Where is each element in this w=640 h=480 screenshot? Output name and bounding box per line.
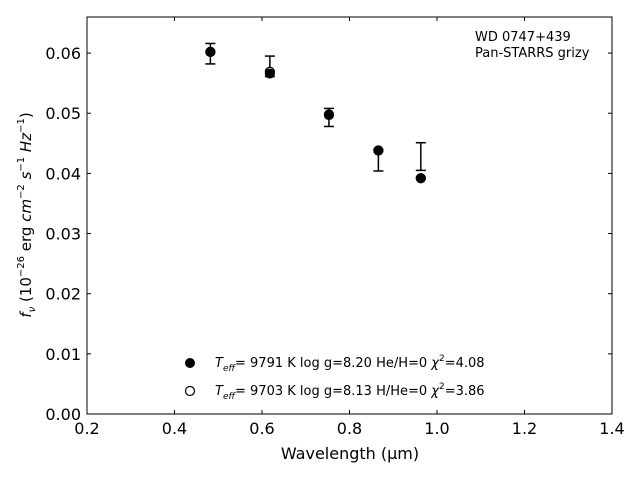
x-tick-label: 1.4	[599, 419, 624, 438]
y-tick-label: 0.06	[45, 44, 81, 63]
model-point-filled	[323, 109, 335, 120]
y-tick-label: 0.01	[45, 345, 81, 364]
x-tick-label: 0.8	[337, 419, 362, 438]
model-point-filled	[205, 46, 216, 57]
annotation-line-2: Pan-STARRS grizy	[475, 46, 590, 61]
y-tick-label: 0.02	[45, 285, 81, 304]
y-tick-label: 0.03	[45, 225, 81, 244]
model-point-filled	[264, 68, 275, 79]
legend-label-2: Teff= 9703 K log g=8.13 H/He=0 χ2=3.86	[215, 382, 485, 402]
legend: Teff= 9791 K log g=8.20 He/H=0 χ2=4.08 T…	[184, 354, 485, 402]
legend-marker-open	[184, 385, 196, 397]
annotation: WD 0747+439 Pan-STARRS grizy	[475, 30, 590, 61]
model-point-filled	[373, 145, 384, 156]
model-point-filled	[415, 173, 426, 184]
error-bars	[205, 42, 426, 172]
y-tick-label: 0.00	[45, 405, 81, 424]
x-tick-label: 1.0	[424, 419, 449, 438]
x-tick-label: 0.4	[162, 419, 187, 438]
markers	[205, 46, 426, 184]
plot-frame	[86, 16, 613, 415]
error-bar	[415, 141, 426, 172]
annotation-line-1: WD 0747+439	[475, 30, 571, 45]
x-tick-label: 0.2	[74, 419, 99, 438]
y-axis-label: fν (10−26 erg cm−2 s−1 Hz−1)	[16, 112, 38, 317]
x-tick-label: 1.2	[512, 419, 537, 438]
legend-marker-filled	[185, 358, 195, 368]
x-axis-label: Wavelength (μm)	[281, 444, 419, 463]
legend-label-1: Teff= 9791 K log g=8.20 He/H=0 χ2=4.08	[215, 354, 485, 374]
y-tick-label: 0.04	[45, 164, 81, 183]
ticks: 0.2 0.4 0.6 0.8 1.0 1.2 1.4 0.00 0.01 0.02 0.03 0.0…	[45, 17, 625, 438]
x-tick-label: 0.6	[249, 419, 274, 438]
y-tick-label: 0.05	[45, 104, 81, 123]
